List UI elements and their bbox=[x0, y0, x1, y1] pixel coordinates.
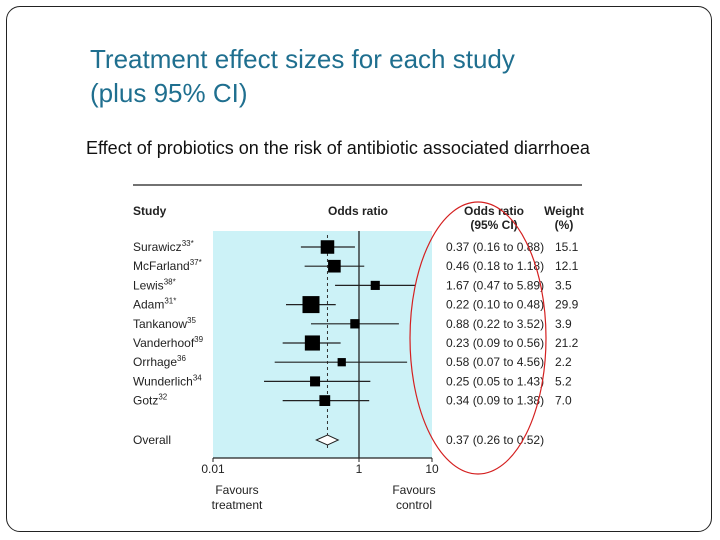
favours-control-label-2: control bbox=[396, 498, 432, 512]
study-weight-text: 21.2 bbox=[555, 336, 579, 350]
study-marker bbox=[350, 319, 360, 329]
study-weight-text: 12.1 bbox=[555, 259, 579, 273]
favours-treatment-label: Favours bbox=[215, 483, 258, 497]
study-marker bbox=[304, 335, 320, 351]
study-weight-text: 5.2 bbox=[555, 374, 572, 388]
study-name: Lewis38* bbox=[133, 277, 176, 292]
overall-label: Overall bbox=[133, 433, 171, 447]
favours-control-label: Favours bbox=[392, 483, 435, 497]
study-marker bbox=[337, 358, 346, 367]
odds-ratio-axis-header: Odds ratio bbox=[328, 204, 388, 218]
study-reference: 39 bbox=[194, 335, 203, 344]
study-reference: 34 bbox=[193, 373, 202, 382]
study-reference: 38* bbox=[164, 277, 176, 286]
study-name: Adam31* bbox=[133, 297, 176, 312]
slide-subtitle: Effect of probiotics on the risk of anti… bbox=[86, 138, 590, 158]
study-marker bbox=[370, 280, 380, 290]
study-weight-text: 3.5 bbox=[555, 278, 572, 292]
study-weight-text: 29.9 bbox=[555, 298, 579, 312]
study-ci-text: 0.58 (0.07 to 4.56) bbox=[446, 355, 544, 369]
study-name: McFarland37* bbox=[133, 258, 202, 273]
favours-treatment-label-2: treatment bbox=[212, 498, 263, 512]
study-marker bbox=[319, 395, 331, 407]
study-name: Vanderhoof39 bbox=[133, 335, 204, 350]
study-name: Surawicz33* bbox=[133, 239, 194, 254]
study-ci-text: 0.22 (0.10 to 0.48) bbox=[446, 298, 544, 312]
study-weight-text: 3.9 bbox=[555, 317, 572, 331]
study-reference: 31* bbox=[164, 297, 176, 306]
study-reference: 32 bbox=[158, 393, 167, 402]
weight-column-header: Weight bbox=[544, 204, 584, 218]
plot-background bbox=[213, 231, 432, 458]
study-weight-text: 7.0 bbox=[555, 394, 572, 408]
study-ci-text: 1.67 (0.47 to 5.89) bbox=[446, 278, 544, 292]
or-column-subheader: (95% CI) bbox=[470, 218, 517, 232]
weight-column-subheader: (%) bbox=[555, 218, 574, 232]
study-name: Tankanow35 bbox=[133, 316, 196, 331]
study-marker bbox=[310, 376, 321, 387]
study-weight-text: 15.1 bbox=[555, 240, 579, 254]
study-reference: 36 bbox=[177, 354, 186, 363]
study-column-header: Study bbox=[133, 204, 167, 218]
study-ci-text: 0.37 (0.16 to 0.88) bbox=[446, 240, 544, 254]
or-column-header: Odds ratio bbox=[464, 204, 524, 218]
x-tick-label: 10 bbox=[425, 462, 439, 476]
annotation-ellipse bbox=[409, 201, 547, 475]
overall-ci-text: 0.37 (0.26 to 0.52) bbox=[446, 433, 544, 447]
study-marker bbox=[302, 296, 320, 314]
study-reference: 35 bbox=[187, 316, 196, 325]
slide-frame bbox=[6, 6, 712, 532]
study-marker bbox=[328, 259, 341, 273]
overall-diamond bbox=[315, 434, 340, 446]
study-name: Wunderlich34 bbox=[133, 373, 202, 388]
x-tick-label: 1 bbox=[356, 462, 363, 476]
slide-title: Treatment effect sizes for each study (p… bbox=[90, 44, 515, 108]
x-tick-label: 0.01 bbox=[201, 462, 225, 476]
study-marker bbox=[320, 240, 335, 254]
study-name: Orrhage36 bbox=[133, 354, 186, 369]
study-ci-text: 0.88 (0.22 to 3.52) bbox=[446, 317, 544, 331]
study-weight-text: 2.2 bbox=[555, 355, 572, 369]
study-ci-text: 0.23 (0.09 to 0.56) bbox=[446, 336, 544, 350]
study-reference: 33* bbox=[182, 239, 194, 248]
study-ci-text: 0.34 (0.09 to 1.38) bbox=[446, 394, 544, 408]
study-ci-text: 0.25 (0.05 to 1.43) bbox=[446, 374, 544, 388]
study-name: Gotz32 bbox=[133, 393, 168, 408]
study-ci-text: 0.46 (0.18 to 1.18) bbox=[446, 259, 544, 273]
study-reference: 37* bbox=[190, 258, 202, 267]
